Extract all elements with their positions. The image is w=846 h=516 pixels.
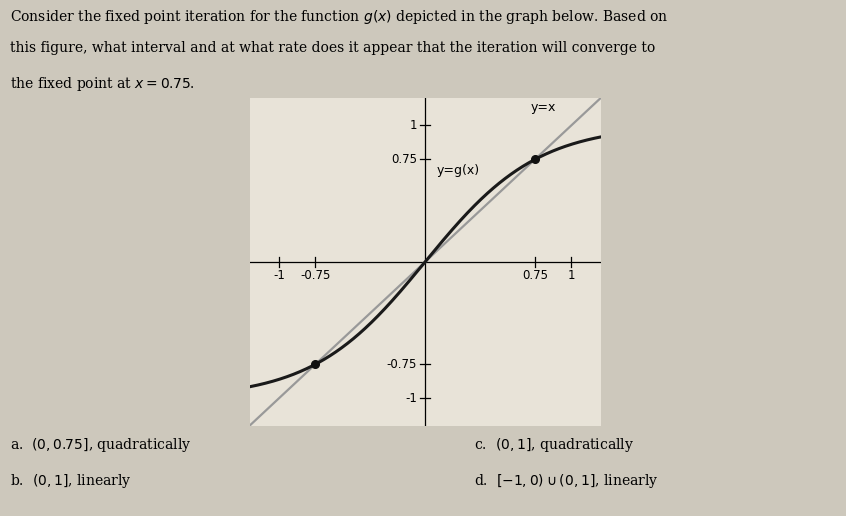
Text: 1: 1 (568, 269, 575, 282)
Text: the fixed point at $x = 0.75$.: the fixed point at $x = 0.75$. (10, 75, 195, 93)
Text: y=x: y=x (530, 102, 556, 115)
Text: -1: -1 (273, 269, 285, 282)
Text: -0.75: -0.75 (387, 358, 417, 371)
Text: -0.75: -0.75 (300, 269, 331, 282)
Text: d.  $[-1, 0) \cup (0, 1]$, linearly: d. $[-1, 0) \cup (0, 1]$, linearly (474, 472, 658, 490)
Text: y=g(x): y=g(x) (437, 164, 480, 177)
Text: c.  $(0, 1]$, quadratically: c. $(0, 1]$, quadratically (474, 436, 634, 454)
Text: 1: 1 (409, 119, 417, 132)
Text: b.  $(0, 1]$, linearly: b. $(0, 1]$, linearly (10, 472, 132, 490)
Text: 0.75: 0.75 (391, 153, 417, 166)
Text: Consider the fixed point iteration for the function $g(x)$ depicted in the graph: Consider the fixed point iteration for t… (10, 8, 668, 26)
Text: a.  $(0, 0.75]$, quadratically: a. $(0, 0.75]$, quadratically (10, 436, 192, 454)
Text: 0.75: 0.75 (522, 269, 548, 282)
Text: this figure, what interval and at what rate does it appear that the iteration wi: this figure, what interval and at what r… (10, 41, 656, 55)
Text: -1: -1 (405, 392, 417, 405)
